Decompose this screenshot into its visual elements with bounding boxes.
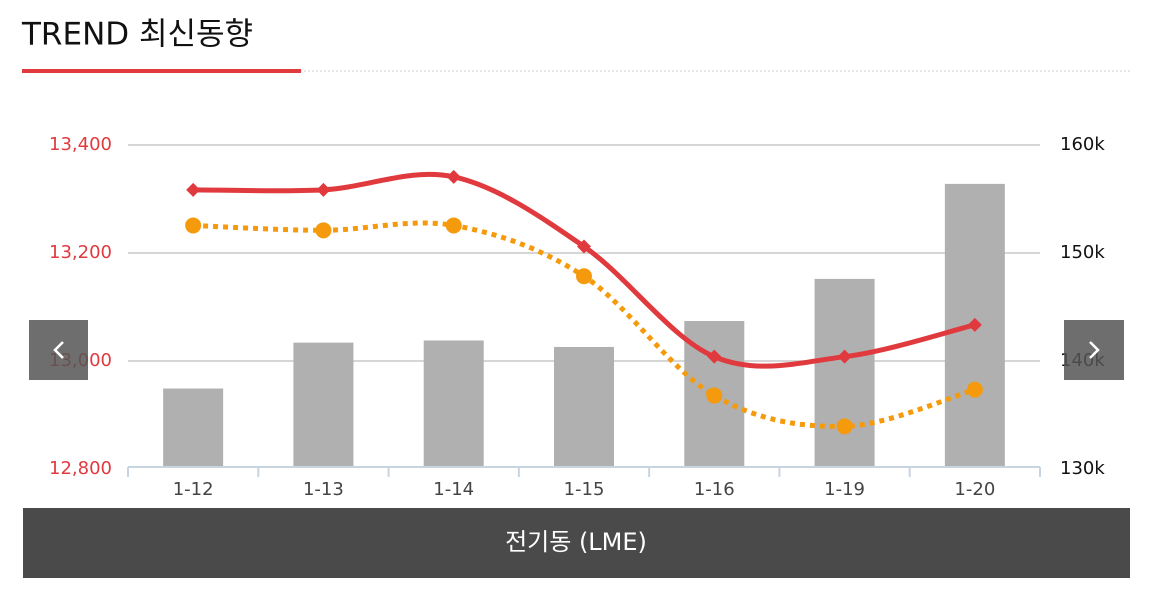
x-tick-label: 1-13 xyxy=(303,479,344,500)
point xyxy=(577,239,591,254)
point xyxy=(836,418,853,435)
prev-icon[interactable] xyxy=(53,341,64,359)
x-tick-label: 1-19 xyxy=(824,479,865,500)
y-tick-label: 13,200 xyxy=(49,242,112,263)
point xyxy=(706,387,723,404)
x-tick-label: 1-15 xyxy=(564,479,605,500)
y2-tick-label: 150k xyxy=(1060,242,1105,263)
bar xyxy=(163,388,224,466)
header-accent xyxy=(22,69,301,73)
point xyxy=(707,349,722,364)
point xyxy=(576,268,592,285)
bar xyxy=(814,278,875,466)
point xyxy=(445,217,462,234)
next-button[interactable] xyxy=(1064,320,1124,380)
x-tick-label: 1-20 xyxy=(954,479,995,500)
point xyxy=(316,182,331,197)
point xyxy=(967,317,982,332)
point xyxy=(185,217,202,234)
y2-tick-label: 130k xyxy=(1060,458,1105,479)
next-icon[interactable] xyxy=(1089,341,1100,359)
bar xyxy=(293,342,354,466)
section-title: TREND 최신동향 xyxy=(21,17,253,53)
point xyxy=(837,349,852,364)
chart-caption: 전기동 (LME) xyxy=(505,528,647,556)
caption-bar xyxy=(23,508,1130,578)
next-button-bg[interactable] xyxy=(1064,320,1124,380)
x-tick-label: 1-14 xyxy=(433,479,474,500)
point xyxy=(315,222,332,239)
bar xyxy=(554,346,614,466)
prev-button-bg[interactable] xyxy=(29,320,88,380)
x-tick-label: 1-16 xyxy=(694,479,735,500)
y2-tick-label: 160k xyxy=(1060,134,1105,155)
y-tick-label: 13,400 xyxy=(49,134,112,155)
y-tick-label: 12,800 xyxy=(49,458,112,479)
prev-button[interactable] xyxy=(29,320,88,380)
x-tick-label: 1-12 xyxy=(173,479,214,500)
point xyxy=(446,169,461,184)
point xyxy=(966,381,983,398)
point xyxy=(186,182,201,197)
bar xyxy=(423,340,484,466)
plot: 12,80013,00013,20013,400130k140k150k160k… xyxy=(49,134,1105,500)
